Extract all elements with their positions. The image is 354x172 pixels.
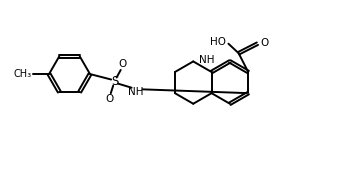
Text: O: O [105,94,114,104]
Text: O: O [118,59,126,69]
Text: NH: NH [199,55,215,65]
Text: O: O [261,38,269,48]
Text: CH₃: CH₃ [13,69,31,79]
Text: NH: NH [128,87,143,97]
Text: S: S [111,75,118,88]
Text: HO: HO [210,37,226,47]
